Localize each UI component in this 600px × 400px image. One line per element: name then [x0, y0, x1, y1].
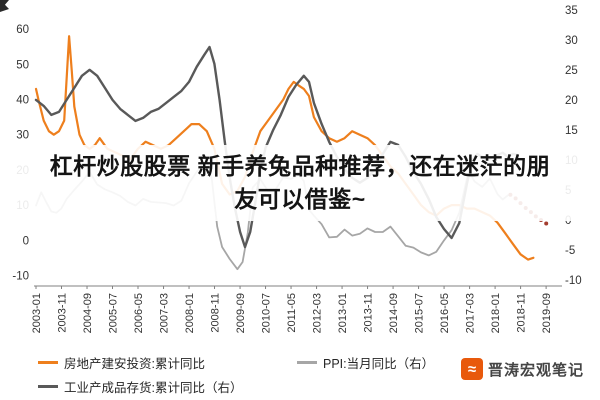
- svg-text:15: 15: [565, 125, 578, 137]
- svg-text:2009-09: 2009-09: [235, 293, 247, 333]
- svg-text:30: 30: [565, 35, 578, 47]
- svg-text:0: 0: [23, 235, 29, 247]
- legend-item-inventory: 工业产成品存货:累计同比（右）: [38, 377, 242, 396]
- svg-text:2003-01: 2003-01: [31, 293, 43, 333]
- svg-text:20: 20: [565, 95, 578, 107]
- corner-artifact: [0, 0, 9, 12]
- svg-text:2010-07: 2010-07: [261, 293, 273, 333]
- svg-text:2007-03: 2007-03: [159, 293, 171, 333]
- svg-text:35: 35: [565, 5, 578, 17]
- svg-text:-5: -5: [565, 245, 575, 257]
- watermark: ≈ 晋涛宏观笔记: [458, 357, 586, 381]
- legend-label-ppi: PPI:当月同比（右）: [322, 357, 435, 371]
- legend-item-ppi: PPI:当月同比（右）: [296, 353, 435, 372]
- svg-text:2015-07: 2015-07: [414, 293, 426, 333]
- legend-row-1: 房地产建安投资:累计同比 PPI:当月同比（右）: [38, 353, 434, 372]
- legend-item-construction-investment: 房地产建安投资:累计同比: [38, 353, 205, 372]
- svg-text:50: 50: [16, 59, 29, 71]
- overlay-text-band: 杠杆炒股股票 新手养兔品种推荐，还在迷茫的朋 友可以借鉴~: [0, 145, 600, 221]
- svg-text:2016-05: 2016-05: [439, 293, 451, 333]
- chart-legend: 房地产建安投资:累计同比 PPI:当月同比（右） 工业产成品存货:累计同比（右）: [38, 353, 434, 400]
- legend-label-construction-investment: 房地产建安投资:累计同比: [64, 357, 205, 371]
- svg-text:2019-09: 2019-09: [541, 293, 553, 333]
- legend-swatch-construction-investment: [38, 361, 58, 364]
- svg-text:2017-03: 2017-03: [465, 293, 477, 333]
- overlay-line-2: 友可以借鉴~: [234, 186, 366, 212]
- svg-text:2014-09: 2014-09: [388, 293, 400, 333]
- svg-text:2008-01: 2008-01: [184, 293, 196, 333]
- overlay-line-1: 杠杆炒股股票 新手养兔品种推荐，还在迷茫的朋: [49, 153, 551, 179]
- svg-text:2008-11: 2008-11: [210, 293, 222, 333]
- svg-text:60: 60: [16, 24, 29, 36]
- legend-row-2: 工业产成品存货:累计同比（右）: [38, 377, 434, 396]
- svg-text:2013-01: 2013-01: [337, 293, 349, 333]
- legend-swatch-inventory: [38, 385, 58, 388]
- svg-text:2003-11: 2003-11: [56, 293, 68, 333]
- svg-text:2018-01: 2018-01: [490, 293, 502, 333]
- svg-text:2018-11: 2018-11: [516, 293, 528, 333]
- svg-text:25: 25: [565, 65, 578, 77]
- legend-swatch-ppi: [296, 361, 317, 364]
- svg-text:30: 30: [16, 130, 29, 142]
- watermark-logo-icon: ≈: [460, 358, 483, 380]
- svg-text:2004-09: 2004-09: [82, 293, 94, 333]
- svg-text:2012-03: 2012-03: [312, 293, 324, 333]
- svg-text:2013-11: 2013-11: [363, 293, 375, 333]
- svg-text:40: 40: [16, 94, 29, 106]
- legend-label-inventory: 工业产成品存货:累计同比（右）: [64, 381, 243, 395]
- svg-text:2011-05: 2011-05: [286, 293, 298, 333]
- svg-text:2005-07: 2005-07: [108, 293, 120, 333]
- svg-text:-10: -10: [12, 270, 29, 282]
- svg-text:2006-05: 2006-05: [133, 293, 145, 333]
- svg-text:-10: -10: [565, 275, 582, 287]
- watermark-text: 晋涛宏观笔记: [487, 361, 584, 379]
